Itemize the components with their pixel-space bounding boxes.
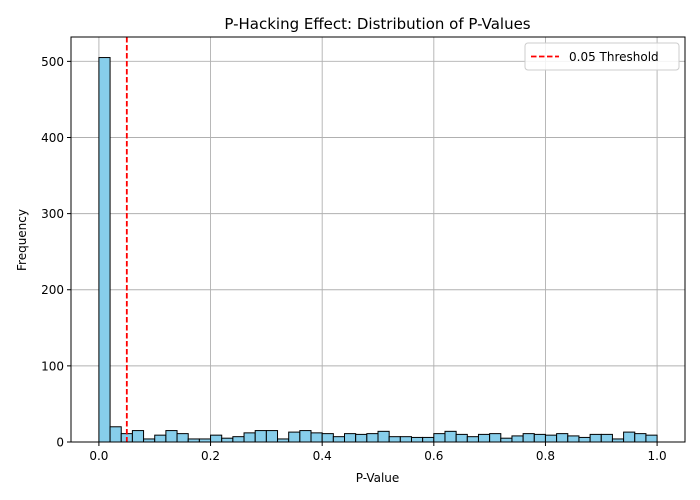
histogram-bar	[600, 433, 613, 443]
y-tick-label: 200	[41, 283, 64, 297]
histogram-bar	[232, 436, 245, 443]
histogram-bar	[154, 434, 167, 443]
chart-title: P-Hacking Effect: Distribution of P-Valu…	[224, 15, 530, 33]
histogram-bar	[221, 437, 234, 443]
x-axis-ticks: 0.0 0.2 0.4 0.6 0.8 1.0	[89, 442, 667, 463]
histogram-bar	[355, 433, 368, 443]
histogram-bar	[399, 436, 412, 443]
histogram-bar	[265, 430, 279, 443]
legend: 0.05 Threshold	[524, 42, 680, 71]
grid	[71, 37, 685, 443]
histogram-bar	[210, 434, 223, 443]
histogram-bar	[321, 433, 334, 443]
histogram-bar	[634, 433, 647, 443]
histogram-bar	[578, 436, 591, 443]
histogram-bar	[522, 433, 535, 443]
histogram-bar	[623, 431, 636, 443]
histogram-bar	[332, 436, 346, 443]
y-tick-label: 100	[41, 359, 64, 373]
y-tick-label: 0	[56, 436, 64, 450]
histogram-bar	[243, 432, 256, 443]
histogram-bar	[433, 433, 446, 443]
histogram-bar	[176, 433, 189, 443]
histogram-bar	[444, 430, 457, 443]
histogram-bar	[422, 436, 435, 443]
y-tick-label: 500	[41, 55, 64, 69]
histogram-bar	[489, 433, 502, 443]
plot-frame	[70, 36, 686, 443]
x-tick-label: 0.6	[424, 449, 443, 463]
histogram-bar	[567, 435, 580, 443]
histogram-bar	[109, 426, 122, 443]
histogram-bar	[410, 436, 424, 443]
histogram-bar	[299, 430, 312, 443]
histogram-bar	[98, 57, 111, 443]
histogram-bar	[377, 430, 390, 443]
x-tick-label: 0.8	[536, 449, 555, 463]
histogram-bar	[344, 433, 357, 443]
histogram-bar	[477, 433, 491, 443]
x-tick-label: 0.4	[313, 449, 332, 463]
y-tick-label: 300	[41, 207, 64, 221]
histogram-bar	[466, 436, 479, 443]
x-tick-label: 0.0	[89, 449, 108, 463]
histogram-bar	[556, 433, 569, 443]
x-axis-label: P-Value	[356, 471, 400, 485]
y-tick-label: 400	[41, 131, 64, 145]
histogram-bar	[589, 433, 602, 443]
histogram-bar	[165, 430, 178, 443]
histogram-bar	[511, 435, 524, 443]
histogram-bar	[131, 430, 145, 443]
x-tick-label: 1.0	[648, 449, 667, 463]
legend-box	[524, 42, 680, 71]
y-axis-label: Frequency	[15, 209, 29, 271]
histogram-bar	[544, 434, 558, 443]
y-axis-ticks: 0 100 200 300 400 500	[41, 55, 71, 450]
histogram-bar	[645, 434, 658, 443]
histogram-bar	[366, 433, 379, 443]
histogram-bar	[500, 437, 513, 443]
histogram-bar	[455, 433, 468, 443]
legend-threshold-label: 0.05 Threshold	[569, 50, 659, 64]
histogram-bar	[310, 432, 323, 443]
histogram-bar	[533, 433, 546, 443]
histogram-bar	[254, 430, 267, 443]
histogram-bar	[388, 436, 401, 443]
x-tick-label: 0.2	[201, 449, 220, 463]
histogram-bar	[288, 431, 301, 443]
